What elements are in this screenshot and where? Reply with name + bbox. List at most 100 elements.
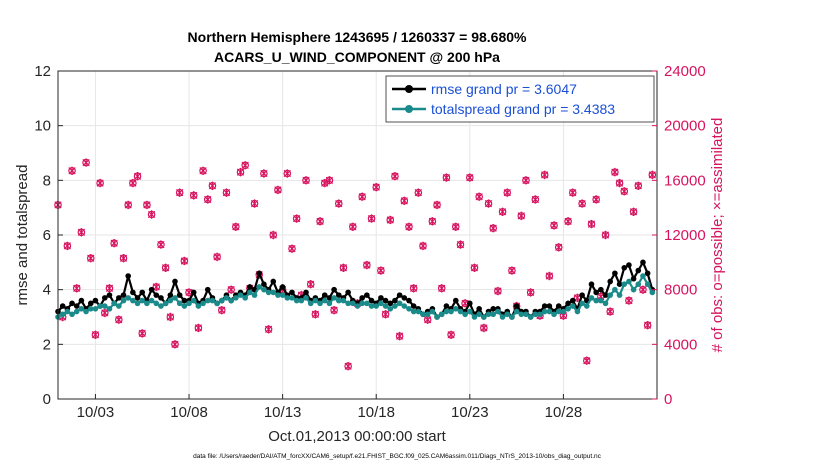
totalspread-point — [527, 314, 534, 320]
rmse-point — [359, 295, 365, 301]
totalspread-point — [537, 311, 543, 318]
obs-assimilated-point — [274, 185, 282, 195]
obs-assimilated-point — [395, 331, 404, 341]
totalspread-point — [513, 308, 520, 315]
rmse-point — [116, 295, 122, 301]
rmse-point — [120, 292, 127, 298]
totalspread-point — [443, 308, 450, 315]
chart-subtitle: ACARS_U_WIND_COMPONENT @ 200 hPa — [214, 49, 500, 65]
obs-assimilated-point — [438, 284, 446, 293]
totalspread-point — [153, 300, 160, 307]
totalspread-point — [644, 281, 651, 288]
rmse-point — [331, 286, 337, 293]
rmse-point — [345, 289, 351, 296]
totalspread-point — [401, 303, 408, 309]
totalspread-point — [406, 306, 412, 312]
y2-tick-label: 20000 — [664, 118, 706, 135]
obs-assimilated-point — [138, 329, 146, 338]
rmse-point — [176, 292, 183, 298]
totalspread-point — [218, 297, 225, 304]
obs-assimilated-point — [606, 307, 614, 316]
rmse-point — [616, 281, 623, 288]
totalspread-point — [312, 297, 319, 304]
rmse-point — [172, 278, 178, 285]
totalspread-point — [167, 297, 174, 304]
obs-assimilated-point — [634, 181, 642, 190]
totalspread-point — [364, 300, 370, 307]
totalspread-point — [509, 314, 515, 320]
rmse-point — [256, 270, 263, 277]
rmse-point — [443, 303, 450, 309]
totalspread-point — [434, 314, 440, 320]
obs-assimilated-point — [110, 239, 118, 248]
totalspread-point — [565, 306, 571, 312]
totalspread-point — [270, 289, 277, 296]
totalspread-point — [448, 308, 454, 315]
rmse-point — [158, 295, 164, 301]
rmse-point — [364, 292, 370, 298]
totalspread-point — [551, 311, 557, 318]
rmse-point — [396, 292, 403, 298]
rmse-point — [467, 300, 473, 307]
obs-assimilated-point — [583, 356, 591, 365]
totalspread-point — [649, 289, 656, 296]
rmse-point — [321, 292, 328, 298]
rmse-point — [565, 300, 571, 307]
obs-assimilated-point — [489, 223, 497, 233]
y2-tick-label: 16000 — [664, 172, 706, 189]
obs-assimilated-point — [601, 230, 610, 240]
totalspread-point — [111, 300, 117, 307]
obs-assimilated-point — [232, 222, 240, 231]
obs-assimilated-point — [550, 221, 558, 230]
totalspread-point — [223, 295, 230, 301]
totalspread-point — [607, 292, 614, 298]
totalspread-point — [317, 300, 323, 307]
rmse-point — [392, 297, 398, 304]
totalspread-point — [134, 300, 141, 307]
totalspread-point — [275, 292, 281, 298]
totalspread-point — [176, 300, 183, 307]
rmse-point — [626, 262, 632, 268]
totalspread-point — [345, 300, 351, 307]
obs-assimilated-point — [480, 323, 488, 333]
obs-assimilated-point — [372, 182, 380, 192]
totalspread-point — [106, 306, 113, 312]
obs-assimilated-point — [503, 188, 511, 197]
totalspread-point — [256, 284, 263, 290]
totalspread-point — [410, 308, 417, 315]
rmse-point — [382, 297, 389, 304]
obs-assimilated-point — [639, 285, 647, 294]
obs-assimilated-point — [433, 200, 441, 210]
totalspread-point — [424, 311, 431, 318]
obs-assimilated-point — [194, 323, 203, 333]
totalspread-point — [92, 306, 99, 312]
obs-assimilated-point — [644, 321, 652, 330]
totalspread-point — [485, 311, 492, 318]
obs-assimilated-point — [96, 178, 104, 188]
rmse-point — [134, 295, 141, 301]
legend-spread-label: totalspread grand pr = 3.4383 — [431, 101, 615, 117]
rmse-point — [635, 267, 642, 274]
obs-assimilated-point — [250, 199, 259, 208]
obs-assimilated-point — [564, 217, 572, 226]
obs-assimilated-point — [185, 288, 193, 297]
rmse-point — [490, 306, 497, 312]
obs-assimilated-point — [101, 308, 109, 318]
totalspread-point — [293, 297, 300, 304]
totalspread-point — [247, 289, 253, 296]
obs-assimilated-point — [260, 169, 268, 178]
rmse-point — [602, 292, 609, 298]
rmse-point — [326, 295, 333, 301]
totalspread-point — [640, 273, 646, 279]
obs-assimilated-point — [527, 288, 535, 297]
totalspread-point — [261, 286, 267, 293]
obs-assimilated-point — [82, 158, 90, 167]
obs-assimilated-point — [119, 254, 128, 263]
y2-axis-label: # of obs: o=possible; ×=assimilated — [709, 118, 726, 353]
obs-assimilated-point — [176, 188, 184, 197]
rmse-point — [612, 270, 618, 277]
obs-assimilated-point — [414, 188, 422, 197]
y-tick-label: 8 — [43, 172, 51, 189]
totalspread-point — [359, 300, 365, 307]
rmse-point — [452, 297, 459, 304]
